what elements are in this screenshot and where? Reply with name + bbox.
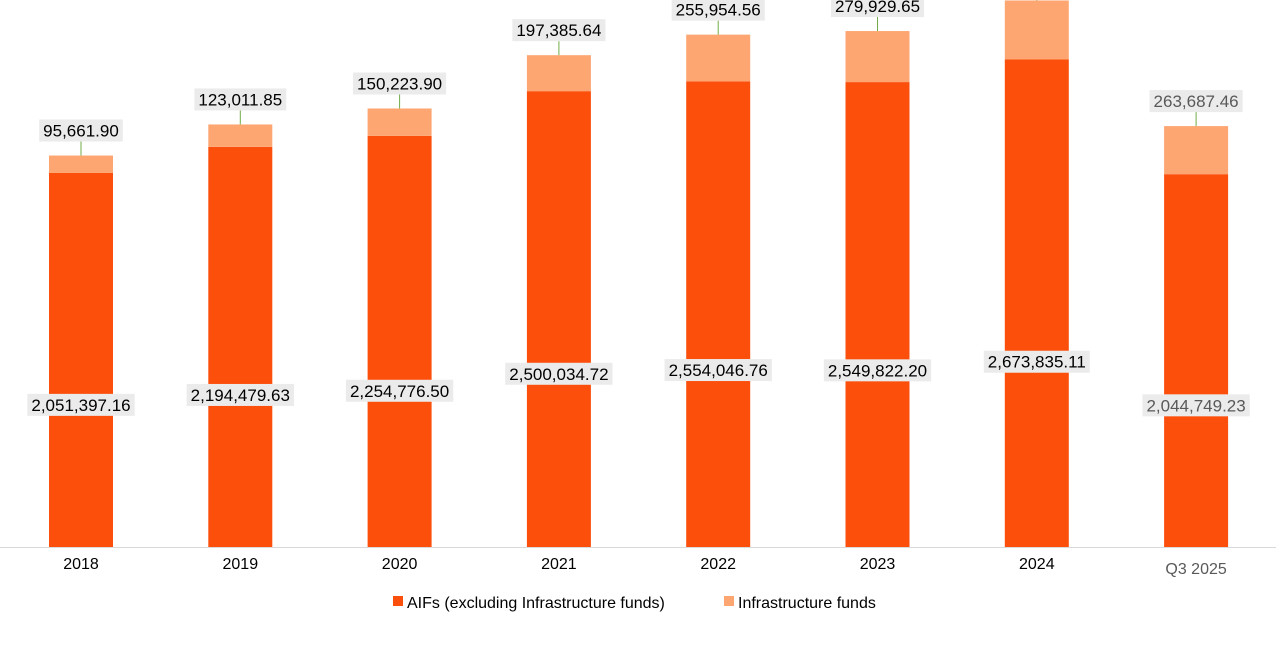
data-label-aifs-box [345,379,454,402]
data-label-infrastructure: 197,385.64 [516,21,601,40]
data-label-aifs: 2,044,749.23 [1146,396,1245,415]
bar-infrastructure-2021 [526,55,591,92]
bar-aifs-q3-2025 [1164,174,1229,547]
data-label-aifs: 2,194,479.63 [191,386,290,405]
data-label-aifs-box [983,350,1090,373]
data-label-infrastructure: 263,687.46 [1154,92,1239,111]
data-label-aifs: 2,254,776.50 [350,382,449,401]
data-label-aifs-box [27,393,135,416]
bar-aifs-2020 [367,135,432,547]
legend-swatch-infrastructure-funds [724,596,734,606]
bar-aifs-2018 [49,172,113,547]
data-label-infrastructure-box [671,0,765,21]
data-label-infrastructure-box [39,119,123,142]
data-label-aifs: 2,549,822.20 [828,361,927,380]
data-label-infrastructure: 150,223.90 [357,74,442,93]
bars-group [49,0,1229,548]
bar-infrastructure-2018 [49,155,113,173]
x-tick-label: 2022 [700,556,736,573]
bar-aifs-2021 [526,91,591,547]
x-tick-label: 2020 [382,556,418,573]
data-label-infrastructure-box [512,19,606,42]
bar-aifs-2024 [1004,59,1069,547]
bar-infrastructure-2023 [845,31,910,83]
data-label-infrastructure: 279,929.65 [835,0,920,16]
x-tick-label: 2018 [63,556,99,573]
data-label-aifs-box [505,362,613,385]
data-label-aifs: 2,673,835.11 [988,353,1086,372]
data-label-aifs-box [823,359,932,382]
data-label-aifs: 2,554,046.76 [669,361,768,380]
bar-infrastructure-2019 [208,124,273,147]
data-label-aifs-box [186,383,294,406]
x-tick-label: 2023 [860,556,896,573]
data-labels-group: 95,661.90 2,051,397.16 123,011.85 2,194,479… [27,0,1250,417]
bar-infrastructure-q3-2025 [1164,126,1229,175]
bar-infrastructure-2022 [686,34,751,82]
legend-label-infrastructure-funds: Infrastructure funds [738,595,876,612]
x-tick-label: 2021 [541,556,577,573]
data-label-aifs: 2,051,397.16 [31,396,130,415]
bar-aifs-2023 [845,82,910,547]
data-label-aifs-box [664,359,772,382]
legend-swatch-aifs [393,596,403,606]
x-tick-labels-group: 2018 2019 2020 2021 2022 2023 2024 Q3 2025 [63,556,1227,578]
data-label-infrastructure-box [830,0,925,18]
bar-aifs-2019 [208,146,273,547]
x-tick-label: 2024 [1019,556,1055,573]
bar-aifs-2022 [686,81,751,548]
data-label-aifs: 2,500,034.72 [509,365,608,384]
x-tick-label: Q3 2025 [1165,561,1226,578]
x-tick-label: 2019 [223,556,259,573]
data-label-infrastructure-box [1149,90,1243,113]
legend-label-aifs: AIFs (excluding Infrastructure funds) [407,595,665,612]
data-label-infrastructure: 123,011.85 [198,90,282,109]
data-label-infrastructure-box [194,88,287,111]
data-label-infrastructure-box [353,72,447,95]
data-label-infrastructure: 255,954.56 [676,1,761,20]
data-label-infrastructure: 95,661.90 [43,122,119,141]
data-label-aifs-box [1142,394,1250,417]
bar-infrastructure-2024 [1004,0,1069,60]
bar-infrastructure-2020 [367,108,432,136]
legend: AIFs (excluding Infrastructure funds) In… [393,595,876,612]
